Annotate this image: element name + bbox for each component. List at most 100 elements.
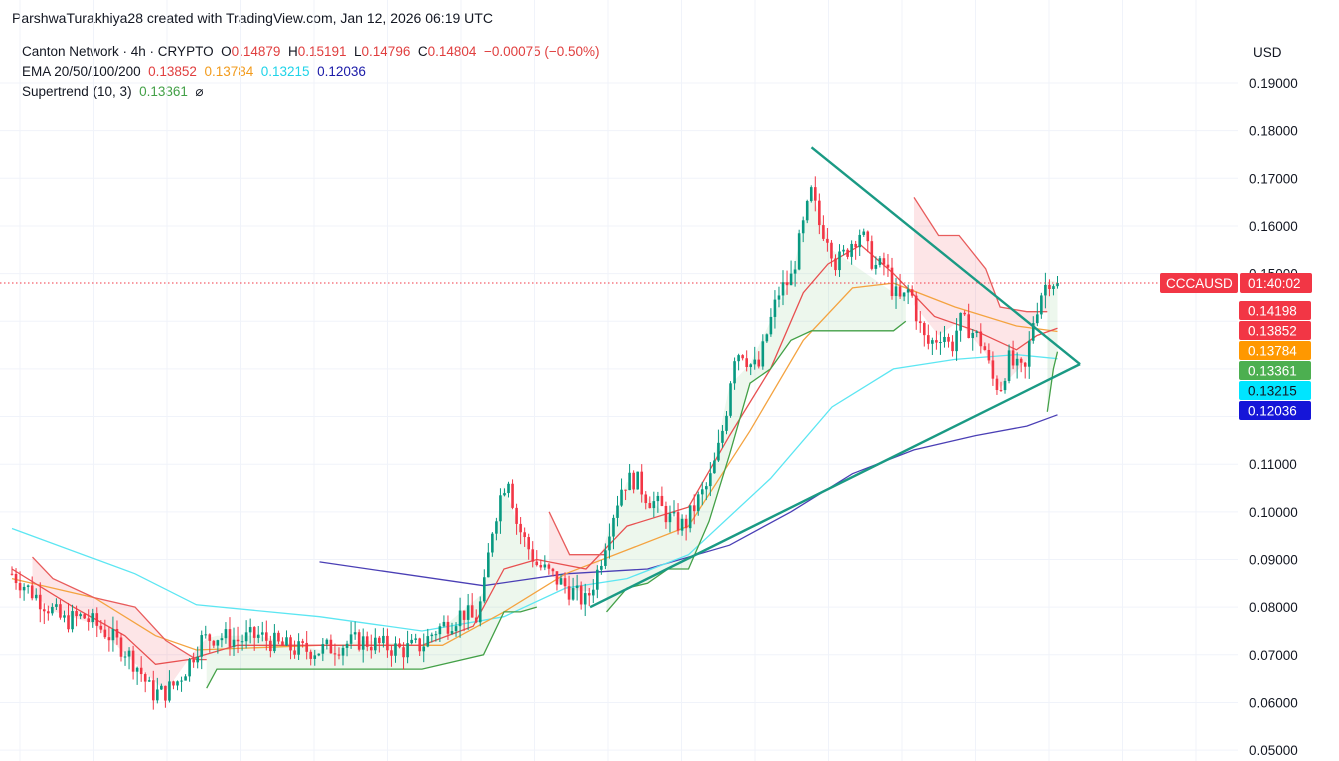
candle-up	[620, 478, 623, 507]
candle-down	[745, 350, 748, 372]
candle-up	[361, 628, 365, 663]
ema50-value: 0.13784	[204, 64, 254, 79]
candle-down	[59, 599, 62, 620]
candle-down	[963, 310, 966, 316]
candle-down	[818, 193, 821, 235]
currency-label[interactable]: USD	[1253, 45, 1282, 60]
candle-up	[454, 622, 458, 637]
candle-up	[1027, 331, 1031, 379]
candle-down	[18, 571, 22, 599]
candle-down	[30, 576, 34, 601]
svg-text:0.13852: 0.13852	[1248, 324, 1297, 339]
candle-up	[700, 481, 704, 506]
candle-up	[260, 621, 264, 642]
candle-down	[624, 489, 627, 501]
candle-down	[579, 581, 583, 610]
candle-up	[79, 612, 82, 620]
candle-down	[301, 638, 304, 648]
candle-down	[474, 609, 478, 624]
candle-down	[910, 285, 914, 298]
candle-down	[531, 541, 535, 568]
candle-up	[22, 583, 26, 601]
candle-down	[1023, 361, 1027, 379]
supertrend-fill	[206, 485, 537, 689]
candle-up	[543, 555, 547, 571]
high-value: 0.15191	[297, 44, 347, 59]
y-tick-label: 0.16000	[1249, 219, 1298, 234]
candle-up	[374, 628, 377, 654]
svg-text:CCCAUSD: CCCAUSD	[1166, 276, 1233, 291]
candle-down	[632, 470, 635, 494]
candle-up	[672, 500, 676, 517]
chart-grid	[0, 0, 1238, 761]
indicator-price-tag: 0.13784	[1239, 341, 1311, 360]
candle-up	[434, 630, 438, 642]
supertrend-fill	[914, 197, 1048, 388]
candle-down	[886, 254, 890, 277]
candle-down	[470, 593, 474, 618]
candle-down	[664, 501, 668, 529]
candle-down	[107, 626, 111, 652]
candle-down	[918, 311, 922, 333]
svg-text:0.14198: 0.14198	[1248, 304, 1297, 319]
trendline[interactable]	[589, 363, 1081, 609]
candle-down	[236, 626, 240, 654]
candle-down	[551, 567, 555, 577]
candle-down	[785, 270, 789, 295]
candle-up	[135, 666, 139, 685]
candle-up	[1007, 344, 1011, 384]
candle-up	[725, 411, 728, 435]
candle-down	[151, 670, 155, 710]
candle-up	[971, 329, 975, 351]
low-value: 0.14796	[361, 44, 411, 59]
candle-down	[390, 645, 393, 667]
candle-down	[398, 638, 401, 649]
candle-down	[365, 631, 369, 652]
candle-up	[244, 620, 248, 649]
candle-up	[160, 683, 163, 690]
legend-supertrend-row[interactable]: Supertrend (10, 3) 0.13361 ⌀	[22, 82, 600, 102]
candle-down	[527, 533, 530, 560]
candle-up	[495, 517, 498, 541]
candle-up	[180, 676, 183, 692]
candle-down	[741, 354, 744, 361]
candle-up	[583, 583, 587, 617]
candle-down	[967, 303, 970, 339]
candle-up	[559, 573, 563, 585]
candle-up	[313, 650, 317, 666]
candle-up	[809, 185, 813, 203]
candle-up	[123, 651, 127, 666]
supertrend-line	[1046, 351, 1059, 412]
ema-lines	[11, 244, 1058, 665]
visibility-off-icon[interactable]: ⌀	[195, 84, 204, 99]
candle-down	[539, 559, 543, 571]
candle-up	[321, 637, 325, 662]
ema200-line	[319, 414, 1058, 587]
y-tick-label: 0.11000	[1249, 457, 1297, 472]
trendline[interactable]	[810, 146, 1081, 366]
candle-up	[256, 625, 260, 644]
candle-up	[858, 229, 862, 256]
candle-up	[777, 286, 781, 308]
y-tick-label: 0.18000	[1249, 124, 1298, 139]
candle-down	[333, 643, 337, 666]
candle-up	[1031, 316, 1035, 344]
candle-down	[269, 635, 272, 658]
supertrend-line	[606, 320, 907, 613]
candle-down	[172, 680, 175, 690]
candle-up	[422, 633, 426, 663]
symbol-price-tag[interactable]: CCCAUSD 01:40:02	[1160, 272, 1312, 293]
legend-ema-row[interactable]: EMA 20/50/100/200 0.13852 0.13784 0.1321…	[22, 62, 600, 82]
candle-down	[567, 575, 571, 606]
indicator-price-tag: 0.13361	[1239, 361, 1311, 380]
close-value: 0.14804	[427, 44, 477, 59]
candle-down	[870, 235, 874, 271]
y-tick-label: 0.10000	[1249, 505, 1298, 520]
symbol-title[interactable]: Canton Network · 4h · CRYPTO	[22, 44, 214, 59]
price-tags: CCCAUSD 01:40:02 0.14198 0.13852 0.13784 0.13…	[1160, 272, 1312, 420]
candle-up	[353, 621, 357, 640]
candle-down	[846, 248, 849, 260]
high-label: H	[287, 44, 298, 59]
candle-up	[801, 216, 805, 243]
